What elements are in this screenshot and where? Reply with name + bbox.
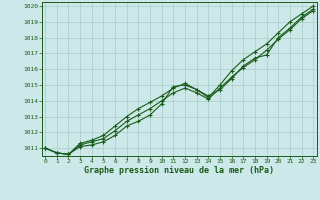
X-axis label: Graphe pression niveau de la mer (hPa): Graphe pression niveau de la mer (hPa) — [84, 166, 274, 175]
